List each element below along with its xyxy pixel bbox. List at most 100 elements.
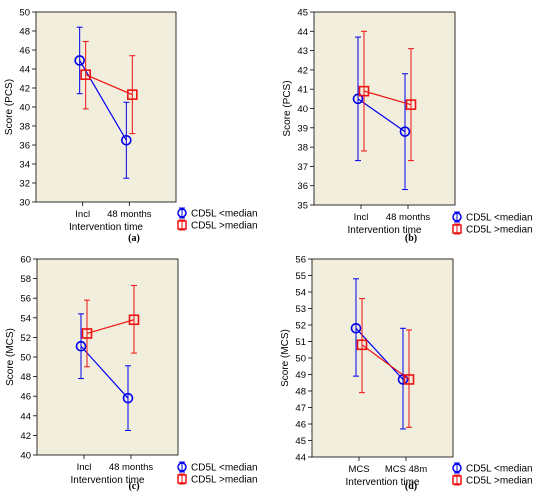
legend-marker-circle	[452, 463, 462, 473]
legend-label: CD5L >median	[191, 475, 258, 486]
chart-panel-b: 35 36 37 38 39 40 41 42 43 44 45 Incl 48 months Inter…	[275, 0, 550, 248]
y-tick-label: 46	[19, 46, 30, 57]
data-point-circle	[122, 392, 134, 404]
data-point-circle	[75, 340, 87, 352]
y-tick-label: 48	[19, 27, 30, 38]
y-tick-label: 42	[20, 431, 31, 442]
y-axis-title: Score (PCS)	[4, 79, 15, 135]
y-tick-label: 36	[297, 181, 308, 192]
data-point-circle	[350, 323, 362, 334]
legend-marker-circle	[452, 212, 462, 222]
y-tick-label: 47	[295, 403, 306, 414]
legend-label: CD5L >median	[191, 221, 258, 232]
x-tick-label: Incl	[77, 462, 92, 473]
x-tick-label: 48 months	[386, 212, 431, 223]
legend-marker-square	[177, 474, 187, 484]
y-tick-label: 50	[19, 8, 30, 19]
y-tick-label: 45	[297, 8, 308, 19]
legend-label: CD5L <median	[191, 209, 258, 220]
data-point-square	[81, 328, 93, 339]
plot-area	[36, 258, 179, 456]
y-tick-label: 38	[19, 122, 30, 133]
legend-marker-square	[177, 220, 187, 230]
y-tick-label: 34	[19, 160, 30, 171]
data-point-square	[403, 374, 415, 385]
y-tick-label: 39	[297, 123, 308, 134]
y-tick-label: 43	[297, 46, 308, 57]
y-tick-label: 60	[20, 255, 31, 266]
legend-label: CD5L <median	[191, 463, 258, 474]
y-tick-label: 38	[297, 143, 308, 154]
panel-caption-a: (a)	[128, 233, 140, 244]
data-point-square	[128, 314, 140, 326]
data-point-square	[358, 85, 370, 97]
y-tick-label: 55	[295, 271, 306, 282]
data-point-circle	[352, 93, 364, 105]
y-axis-title: Score (PCS)	[282, 80, 293, 136]
legend-label: CD5L <median	[466, 464, 533, 475]
y-tick-label: 50	[20, 353, 31, 364]
y-tick-label: 49	[295, 370, 306, 381]
y-tick-label: 46	[20, 392, 31, 403]
y-tick-label: 42	[19, 84, 30, 95]
data-point-square	[405, 99, 417, 110]
y-axis-title: Score (MCS)	[280, 329, 291, 387]
x-axis-title: Intervention time	[71, 475, 145, 486]
y-tick-label: 58	[20, 274, 31, 285]
x-tick-label: Incl	[354, 212, 369, 223]
x-tick-label: Incl	[75, 209, 90, 220]
y-tick-label: 52	[20, 333, 31, 344]
y-tick-label: 52	[295, 321, 306, 332]
series-line	[357, 98, 406, 133]
chart-svg-c: 40 42 44 46 48 50 52 54 56 58 60 Incl 48 months Inter…	[5, 255, 258, 487]
series-line	[355, 327, 404, 380]
x-axis-title: Intervention time	[348, 225, 422, 236]
y-tick-label: 40	[20, 451, 31, 462]
plot-area	[35, 11, 177, 203]
series-line	[80, 345, 129, 399]
y-tick-label: 54	[20, 313, 31, 324]
data-point-circle	[74, 55, 85, 66]
series-line	[79, 60, 127, 141]
legend-label: CD5L <median	[466, 213, 533, 224]
y-tick-label: 54	[295, 288, 306, 299]
panel-caption-b: (b)	[404, 233, 418, 244]
panel-caption-d: (d)	[404, 481, 418, 492]
y-tick-label: 37	[297, 162, 308, 173]
legend-label: CD5L >median	[466, 225, 533, 236]
data-point-circle	[121, 134, 132, 146]
y-tick-label: 48	[295, 387, 306, 398]
series-line	[86, 319, 135, 335]
y-tick-label: 51	[295, 337, 306, 348]
y-tick-label: 36	[19, 141, 30, 152]
series-line	[361, 344, 410, 380]
x-axis-title: Intervention time	[346, 477, 420, 488]
y-tick-label: 56	[295, 255, 306, 266]
y-tick-label: 46	[295, 420, 306, 431]
series-line	[85, 74, 133, 96]
y-tick-label: 40	[297, 104, 308, 115]
legend-marker-square	[452, 224, 462, 234]
x-axis-title: Intervention time	[69, 222, 143, 233]
legend-marker-circle	[177, 462, 187, 472]
y-tick-label: 44	[295, 453, 306, 464]
chart-panel-c: 40 42 44 46 48 50 52 54 56 58 60 Incl 48 months Inter…	[0, 248, 275, 495]
legend-marker-circle	[177, 208, 187, 218]
y-tick-label: 44	[297, 27, 308, 38]
y-tick-label: 53	[295, 304, 306, 315]
y-tick-label: 35	[297, 201, 308, 212]
x-tick-label: MCS 48m	[385, 464, 427, 475]
y-tick-label: 41	[297, 85, 308, 96]
y-tick-label: 30	[19, 198, 30, 209]
x-tick-label: 48 months	[109, 462, 154, 473]
y-tick-label: 44	[20, 411, 31, 422]
x-tick-label: 48 months	[107, 209, 152, 220]
y-tick-label: 42	[297, 65, 308, 76]
y-tick-label: 44	[19, 65, 30, 76]
x-tick-label: MCS	[348, 464, 369, 475]
chart-svg-d: 44 45 46 47 48 49 50 51 52 53 54 55 56 MCS MCS 48m Inte…	[280, 255, 533, 489]
panel-caption-c: (c)	[128, 481, 140, 492]
series-line	[363, 90, 412, 106]
legend-label: CD5L >median	[466, 476, 533, 487]
